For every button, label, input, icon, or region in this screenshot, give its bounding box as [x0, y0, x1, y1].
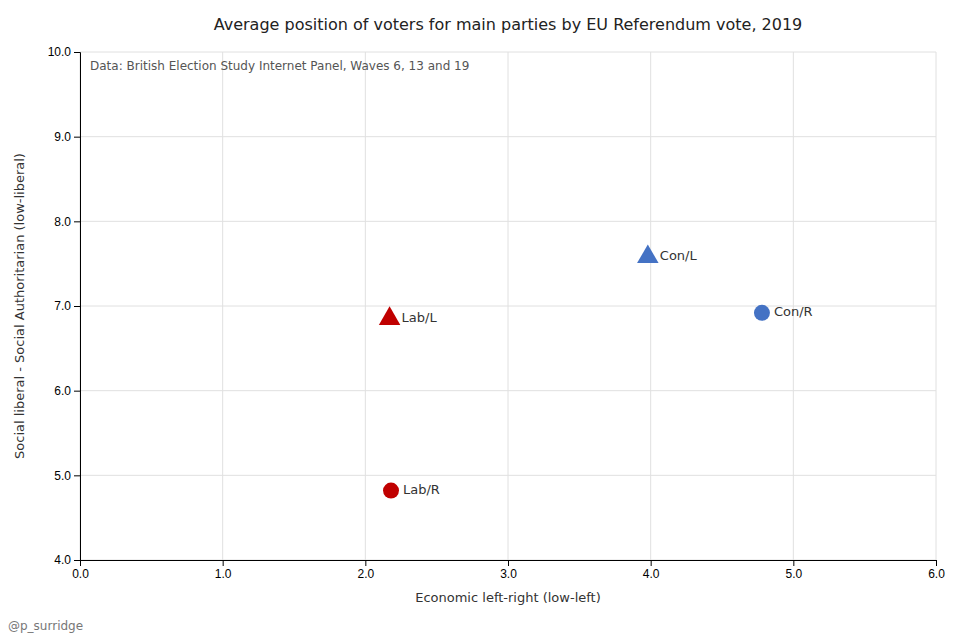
grid-line-y — [80, 52, 936, 53]
y-tick-mark — [74, 475, 80, 476]
x-tick-label: 2.0 — [357, 567, 374, 581]
title: Average position of voters for main part… — [214, 15, 803, 34]
y-tick-label: 6.0 — [54, 384, 71, 398]
x-tick: 3.0 — [500, 560, 517, 581]
y-tick-mark — [74, 221, 80, 222]
point-label: Con/R — [774, 304, 813, 319]
y-tick-mark — [74, 52, 80, 53]
point — [637, 244, 658, 263]
y-tick: 5.0 — [54, 469, 80, 483]
x-tick-mark — [793, 560, 794, 566]
data-note: Data: British Election Study Internet Pa… — [90, 59, 469, 73]
x-axis: 0.0 1.0 2.0 3.0 4.0 5.0 6.0 — [72, 560, 945, 581]
x-tick: 0.0 — [72, 560, 89, 581]
point-labels: Con/L Con/R Lab/L Lab/R — [402, 248, 813, 497]
x-tick: 5.0 — [785, 560, 802, 581]
y-tick-label: 9.0 — [54, 130, 71, 144]
x-axis-line — [81, 561, 937, 567]
x-tick-label: 6.0 — [928, 567, 945, 581]
x-tick-label: 5.0 — [785, 567, 802, 581]
x-tick-mark — [365, 560, 366, 566]
points — [379, 244, 770, 498]
x-tick-mark — [936, 560, 937, 566]
y-axis: 4.0 5.0 6.0 7.0 8.0 9.0 10.0 — [48, 45, 81, 567]
watermark: @p_surridge — [8, 619, 83, 633]
y-tick: 9.0 — [54, 130, 80, 144]
grid-line-y — [80, 390, 936, 391]
x-tick-mark — [651, 560, 652, 566]
y-tick-label: 8.0 — [54, 215, 71, 229]
y-tick-mark — [74, 391, 80, 392]
point-label: Con/L — [660, 248, 698, 263]
plot: 0.0 1.0 2.0 3.0 4.0 5.0 6.0 4.0 5.0 6.0 7.0 8.0 9.0 1… — [48, 45, 946, 580]
y-axis-line — [74, 53, 81, 561]
y-tick: 8.0 — [54, 215, 80, 229]
point — [379, 306, 400, 325]
x-tick: 1.0 — [215, 560, 232, 581]
x-tick-label: 0.0 — [72, 567, 89, 581]
y-tick: 10.0 — [48, 45, 80, 59]
y-axis-title: Social liberal - Social Authoritarian (l… — [12, 153, 27, 459]
grid-line-y — [80, 475, 936, 476]
x-tick: 6.0 — [928, 560, 945, 581]
x-tick: 2.0 — [357, 560, 374, 581]
x-tick: 4.0 — [643, 560, 660, 581]
y-tick-label: 5.0 — [54, 469, 71, 483]
y-tick-label: 7.0 — [54, 299, 71, 313]
grid-line-y — [80, 221, 936, 222]
x-tick-label: 4.0 — [643, 567, 660, 581]
x-axis-title: Economic left-right (low-left) — [415, 590, 601, 605]
point — [383, 483, 399, 499]
y-tick-label: 4.0 — [54, 553, 71, 567]
y-tick-label: 10.0 — [48, 45, 72, 59]
x-tick-mark — [508, 560, 509, 566]
y-tick-mark — [74, 137, 80, 138]
x-tick-mark — [223, 560, 224, 566]
point — [754, 305, 770, 321]
y-tick: 7.0 — [54, 299, 80, 313]
x-tick-label: 1.0 — [215, 567, 232, 581]
grid-line-y — [80, 136, 936, 137]
point-label: Lab/R — [403, 482, 440, 497]
y-tick-mark — [74, 306, 80, 307]
grid — [80, 52, 936, 560]
y-tick: 6.0 — [54, 384, 80, 398]
point-label: Lab/L — [402, 310, 438, 325]
chart: 0.0 1.0 2.0 3.0 4.0 5.0 6.0 4.0 5.0 6.0 7.0 8.0 9.0 1… — [0, 0, 976, 638]
y-tick: 4.0 — [54, 553, 80, 567]
y-tick-mark — [74, 560, 80, 561]
x-tick-label: 3.0 — [500, 567, 517, 581]
